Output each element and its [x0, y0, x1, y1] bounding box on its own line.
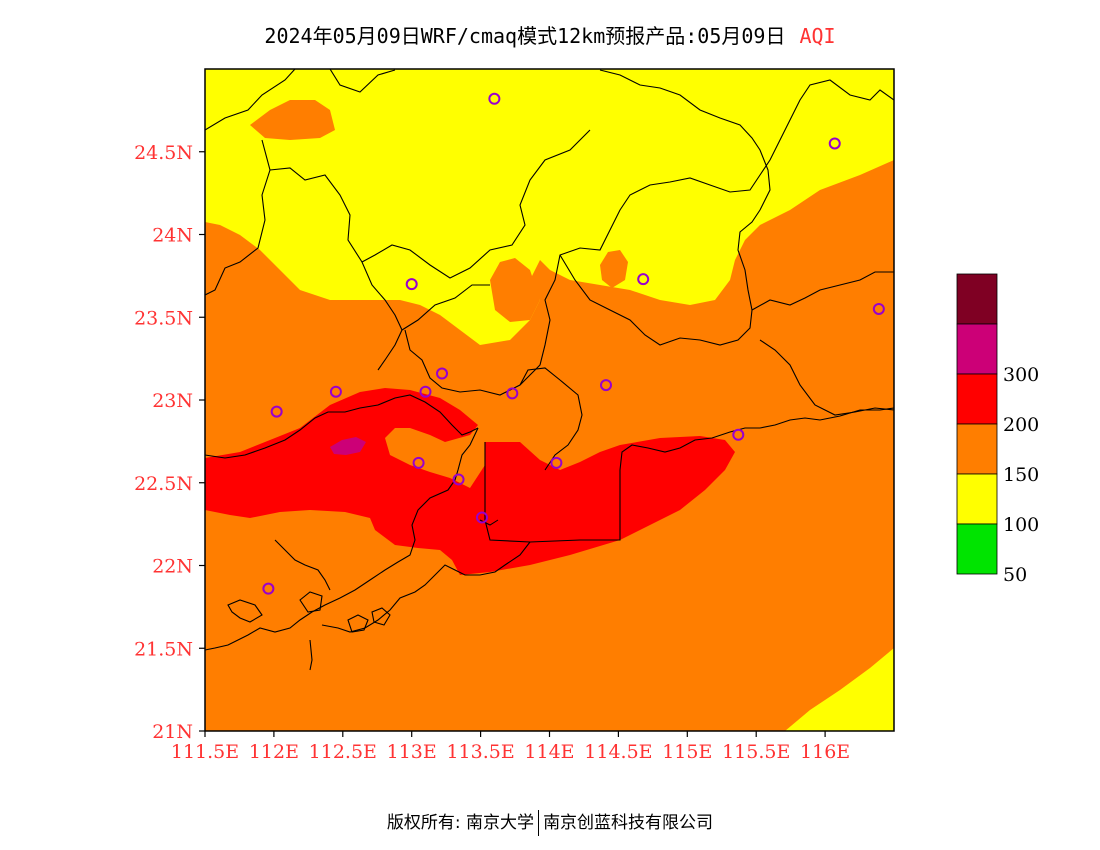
x-tick-label: 115E [662, 741, 712, 763]
aqi-field [205, 69, 894, 731]
station-marker [637, 273, 650, 286]
aqi-purple-hotspot [330, 437, 366, 455]
x-tick-label: 113.5E [446, 741, 514, 763]
x-tick-label: 114E [524, 741, 574, 763]
legend-swatch [956, 473, 998, 525]
aqi-yellow-southeast-zone [785, 648, 894, 731]
boundary-lines [205, 69, 894, 671]
x-tick-label: 112.5E [309, 741, 377, 763]
legend-swatch [956, 523, 998, 575]
legend-label: 150 [1003, 464, 1039, 486]
y-tick-label: 24.5N [134, 142, 193, 164]
variable-label: AQI [799, 24, 836, 48]
station-marker [452, 473, 465, 486]
legend-label: 200 [1003, 414, 1039, 436]
station-marker [262, 582, 275, 595]
copyright-right: 南京创蓝科技有限公司 [543, 813, 714, 833]
x-tick-label: 114.5E [584, 741, 652, 763]
aqi-yellow-north-zone [205, 69, 894, 345]
y-tick-label: 22.5N [134, 473, 193, 495]
station-marker [732, 428, 745, 441]
legend-label: 100 [1003, 514, 1039, 536]
station-marker [419, 385, 432, 398]
y-tick-label: 23N [152, 390, 193, 412]
station-marker [872, 302, 885, 315]
legend-swatch [956, 373, 998, 425]
map-title: 2024年05月09日WRF/cmaq模式12km预报产品:05月09日 AQI [0, 20, 1100, 49]
y-tick-label: 22N [152, 556, 193, 578]
y-axis: 21N 21.5N 22N 22.5N 23N 23.5N 24N 24.5N [134, 142, 205, 743]
station-marker [828, 137, 841, 150]
station-marker [550, 456, 563, 469]
legend-swatch [956, 323, 998, 375]
station-marker [475, 511, 488, 524]
legend-swatch [956, 423, 998, 475]
title-text: 2024年05月09日WRF/cmaq模式12km预报产品:05月09日 [264, 24, 786, 48]
footer-separator [538, 810, 540, 836]
legend-swatch [956, 273, 998, 325]
legend-label: 300 [1003, 364, 1039, 386]
aqi-legend: 300 200 150 100 50 [956, 273, 1039, 586]
copyright-footer: 版权所有: 南京大学 南京创蓝科技有限公司 [0, 808, 1100, 836]
station-marker [436, 367, 449, 380]
legend-label: 50 [1003, 564, 1027, 586]
aqi-orange-patch-north [250, 100, 335, 140]
x-tick-label: 111.5E [171, 741, 239, 763]
y-tick-label: 23.5N [134, 307, 193, 329]
station-marker [329, 385, 342, 398]
x-tick-label: 115.5E [722, 741, 790, 763]
y-tick-label: 24N [152, 225, 193, 247]
x-tick-label: 116E [800, 741, 850, 763]
x-axis: 111.5E 112E 112.5E 113E 113.5E 114E 114.5E 115E… [171, 731, 850, 763]
station-marker [599, 379, 612, 392]
monitoring-stations [262, 92, 885, 595]
station-marker [488, 92, 501, 105]
aqi-orange-patch-east [490, 258, 540, 322]
x-tick-label: 113E [387, 741, 437, 763]
copyright-left: 版权所有: 南京大学 [386, 813, 535, 833]
y-tick-label: 21N [152, 721, 193, 743]
aqi-orange-patch-mid [600, 250, 628, 288]
station-marker [412, 456, 425, 469]
aqi-red-pollution-zone [205, 388, 735, 575]
station-marker [506, 387, 519, 400]
station-marker [405, 278, 418, 291]
x-tick-label: 112E [249, 741, 299, 763]
station-marker [270, 405, 283, 418]
y-tick-label: 21.5N [134, 638, 193, 660]
